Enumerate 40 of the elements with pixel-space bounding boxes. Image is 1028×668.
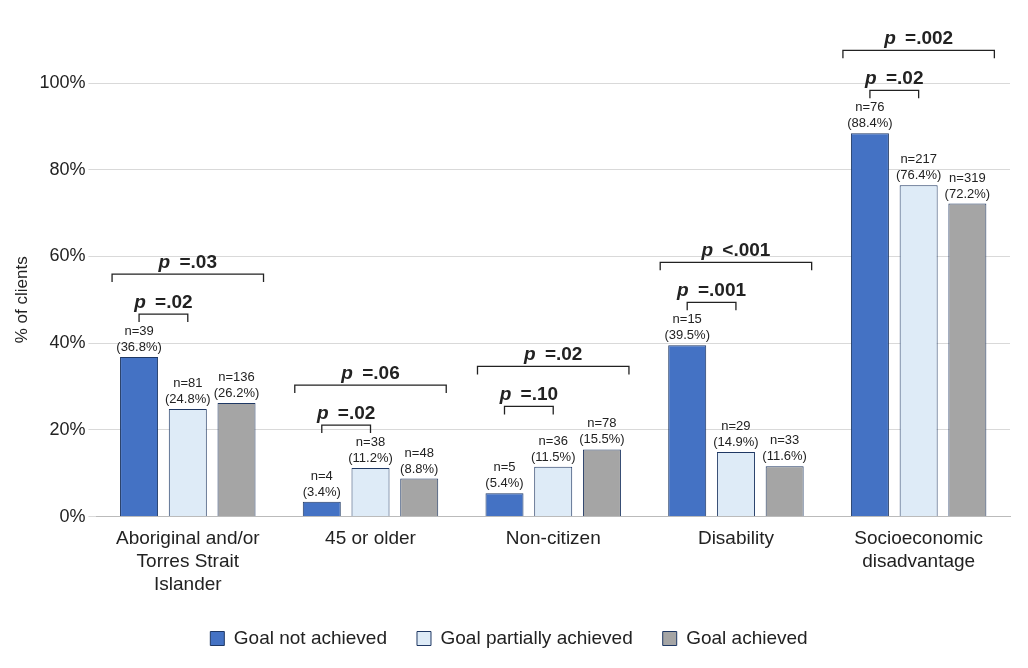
x-tick-label: Socioeconomic disadvantage: [854, 527, 984, 572]
x-tick-label: Non-citizen: [505, 527, 601, 549]
annotation: p =.02: [523, 343, 583, 365]
legend-label: Goal achieved: [686, 626, 808, 648]
data-label: n=5 (5.4%): [485, 459, 524, 491]
data-label: n=39 (36.8%): [116, 323, 162, 355]
annotation: p =.02: [864, 67, 924, 89]
data-label: n=48 (8.8%): [400, 444, 439, 476]
data-label: n=4 (3.4%): [302, 467, 341, 499]
data-label: n=76 (88.4%): [847, 99, 893, 131]
annotation: p =.10: [498, 383, 559, 405]
annotation: p =.02: [315, 401, 376, 423]
data-label: n=136 (26.2%): [213, 369, 260, 401]
legend-label: Goal not achieved: [233, 626, 387, 648]
annotation: p <.001: [700, 239, 771, 261]
y-tick-label: 80%: [49, 158, 86, 179]
x-tick-label: Disability: [697, 527, 775, 549]
y-tick-label: 100%: [39, 71, 86, 92]
annotation: p =.06: [340, 361, 400, 383]
data-label: n=36 (11.5%): [530, 432, 576, 464]
annotation: p =.001: [676, 279, 747, 301]
y-tick-label: 20%: [49, 418, 86, 439]
y-tick-label: 40%: [49, 332, 86, 353]
y-tick-label: 60%: [49, 245, 86, 266]
data-label: n=81 (24.8%): [165, 375, 211, 407]
y-tick-label: 0%: [59, 505, 86, 526]
data-label: n=29 (14.9%): [713, 418, 759, 450]
legend-label: Goal partially achieved: [440, 626, 633, 648]
data-label: n=38 (11.2%): [348, 434, 393, 466]
data-label: n=78 (15.5%): [579, 415, 625, 447]
x-tick-label: 45 or older: [325, 527, 417, 549]
data-label: n=15 (39.5%): [664, 311, 710, 343]
annotation: p =.02: [133, 290, 193, 312]
annotation: p =.03: [157, 250, 217, 272]
data-label: n=217 (76.4%): [895, 151, 942, 183]
x-tick-label: Aboriginal and/or Torres Strait Islander: [115, 527, 261, 594]
data-label: n=33 (11.6%): [762, 432, 807, 464]
data-label: n=319 (72.2%): [944, 169, 991, 201]
text: p =.002: [883, 27, 954, 49]
y-axis-title: % of clients: [11, 256, 31, 344]
